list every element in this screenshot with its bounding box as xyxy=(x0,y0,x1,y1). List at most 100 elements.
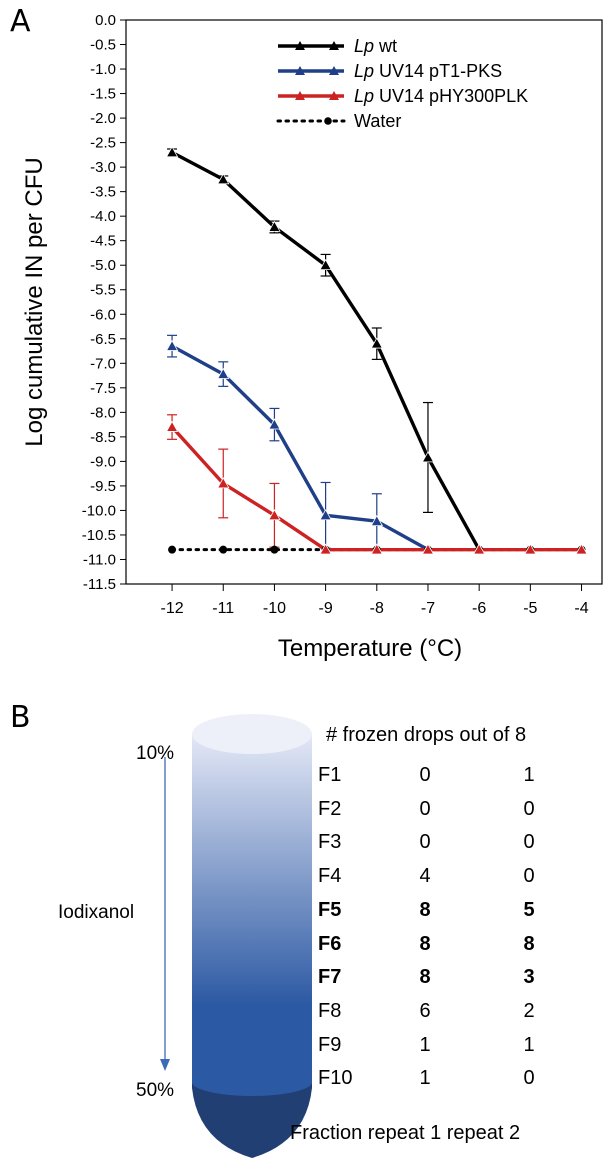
data-point xyxy=(217,367,230,379)
gradient-side-label: Iodixanol xyxy=(58,902,135,923)
data-point xyxy=(319,509,332,521)
y-tick-label: -3.0 xyxy=(90,159,116,176)
legend-entry: Lp UV14 pHY300PLK xyxy=(278,86,528,106)
fraction-repeat-1: 1 xyxy=(419,1067,431,1090)
fraction-repeat-2: 3 xyxy=(523,966,535,989)
x-tick-label: -7 xyxy=(421,600,435,617)
data-point xyxy=(370,514,383,527)
legend-marker xyxy=(329,66,339,75)
data-point xyxy=(165,420,179,432)
fraction-repeat-1: 0 xyxy=(419,764,431,786)
y-tick-label: -7.0 xyxy=(90,355,116,372)
data-point xyxy=(421,543,435,555)
fraction-repeat-1: 6 xyxy=(419,999,431,1022)
data-point xyxy=(219,545,228,554)
fraction-repeat-1: 8 xyxy=(419,966,431,989)
tube-tip xyxy=(192,1080,312,1158)
data-point xyxy=(319,258,332,271)
fraction-table-footer: Fraction repeat 1 repeat 2 xyxy=(290,1122,521,1144)
data-point xyxy=(575,543,588,555)
y-tick-label: -9.0 xyxy=(90,453,116,470)
plot-frame xyxy=(125,19,603,585)
data-point xyxy=(165,146,179,158)
fraction-repeat-1: 8 xyxy=(419,932,431,955)
fraction-repeat-1: 4 xyxy=(419,865,431,888)
y-tick-label: 0.0 xyxy=(95,12,116,29)
legend-marker xyxy=(295,41,305,50)
x-tick-label: -12 xyxy=(161,600,184,617)
x-tick-label: -11 xyxy=(212,600,234,617)
fraction-repeat-2: 0 xyxy=(523,1067,535,1090)
tube-top xyxy=(192,714,312,754)
fraction-repeat-1: 0 xyxy=(419,831,431,854)
y-tick-label: -10.0 xyxy=(82,502,116,519)
y-tick-label: -11.0 xyxy=(83,551,116,568)
legend-marker xyxy=(329,41,339,50)
data-point xyxy=(268,220,281,232)
data-point xyxy=(421,451,435,463)
fraction-label: F3 xyxy=(318,831,342,854)
y-tick-label: -8.5 xyxy=(90,429,116,446)
fraction-label: F2 xyxy=(318,797,342,820)
data-point xyxy=(268,418,281,430)
fraction-label: F4 xyxy=(318,865,342,888)
fraction-repeat-2: 2 xyxy=(523,999,535,1022)
y-tick-label: -5.5 xyxy=(90,282,116,299)
fraction-label: F8 xyxy=(318,999,342,1022)
x-tick-label: -8 xyxy=(370,600,384,617)
y-tick-label: -0.5 xyxy=(90,37,116,54)
fraction-label: F5 xyxy=(318,898,342,921)
fraction-repeat-2: 0 xyxy=(523,831,535,854)
data-point xyxy=(270,545,279,554)
data-point xyxy=(168,545,177,554)
fraction-label: F6 xyxy=(318,932,342,955)
legend-marker xyxy=(324,117,332,125)
y-tick-label: -1.5 xyxy=(90,86,116,103)
legend-label: Water xyxy=(354,111,401,131)
fraction-repeat-2: 1 xyxy=(523,1033,535,1056)
y-tick-label: -4.5 xyxy=(90,233,116,250)
y-tick-label: -6.0 xyxy=(90,306,116,323)
legend-label: Lp UV14 pT1-PKS xyxy=(354,61,502,81)
panel-b-label: B xyxy=(10,700,31,735)
x-tick-label: -9 xyxy=(318,600,332,617)
legend-marker xyxy=(329,91,339,100)
y-tick-label: -4.0 xyxy=(90,208,116,225)
x-tick-label: -10 xyxy=(263,600,286,617)
fraction-label: F9 xyxy=(318,1033,342,1056)
y-tick-label: -2.0 xyxy=(90,110,116,127)
fraction-label: F1 xyxy=(318,764,342,786)
y-tick-label: -1.0 xyxy=(90,61,116,78)
fraction-label: F7 xyxy=(318,966,342,989)
y-tick-label: -2.5 xyxy=(90,135,116,152)
data-point xyxy=(319,543,332,555)
data-point xyxy=(472,543,486,555)
y-tick-label: -3.5 xyxy=(90,184,116,201)
gradient-direction-arrow xyxy=(160,757,170,1071)
series-0 xyxy=(167,148,481,551)
data-point xyxy=(217,477,230,489)
ice-nucleation-chart: 0.0 -0.5 -1.0 -1.5 -2.0 -2.5 -3.0 -3.5 -4.0 -4.5 -… xyxy=(21,12,603,662)
legend-label: Lp wt xyxy=(354,36,397,56)
y-axis-label: Log cumulative IN per CFU xyxy=(21,157,48,446)
data-point xyxy=(370,543,383,555)
fraction-repeat-2: 0 xyxy=(523,865,535,888)
legend-entry: Water xyxy=(276,111,401,131)
series-line xyxy=(171,344,429,552)
fraction-repeat-2: 1 xyxy=(523,764,535,786)
fraction-repeat-1: 8 xyxy=(419,898,431,921)
gradient-tube xyxy=(188,710,318,1165)
legend-entry: Lp UV14 pT1-PKS xyxy=(278,61,502,81)
x-axis-label: Temperature (°C) xyxy=(278,635,462,662)
panel-a-label: A xyxy=(10,4,31,39)
y-tick-label: -7.5 xyxy=(90,380,116,397)
y-tick-label: -9.5 xyxy=(90,478,116,495)
fraction-repeat-2: 0 xyxy=(523,797,535,820)
series-2 xyxy=(167,414,582,552)
legend-label: Lp UV14 pHY300PLK xyxy=(354,86,528,106)
fraction-label: F10 xyxy=(318,1067,353,1090)
data-point xyxy=(370,337,383,349)
data-point xyxy=(524,543,537,555)
y-tick-label: -10.5 xyxy=(82,527,116,544)
data-point xyxy=(165,339,179,351)
